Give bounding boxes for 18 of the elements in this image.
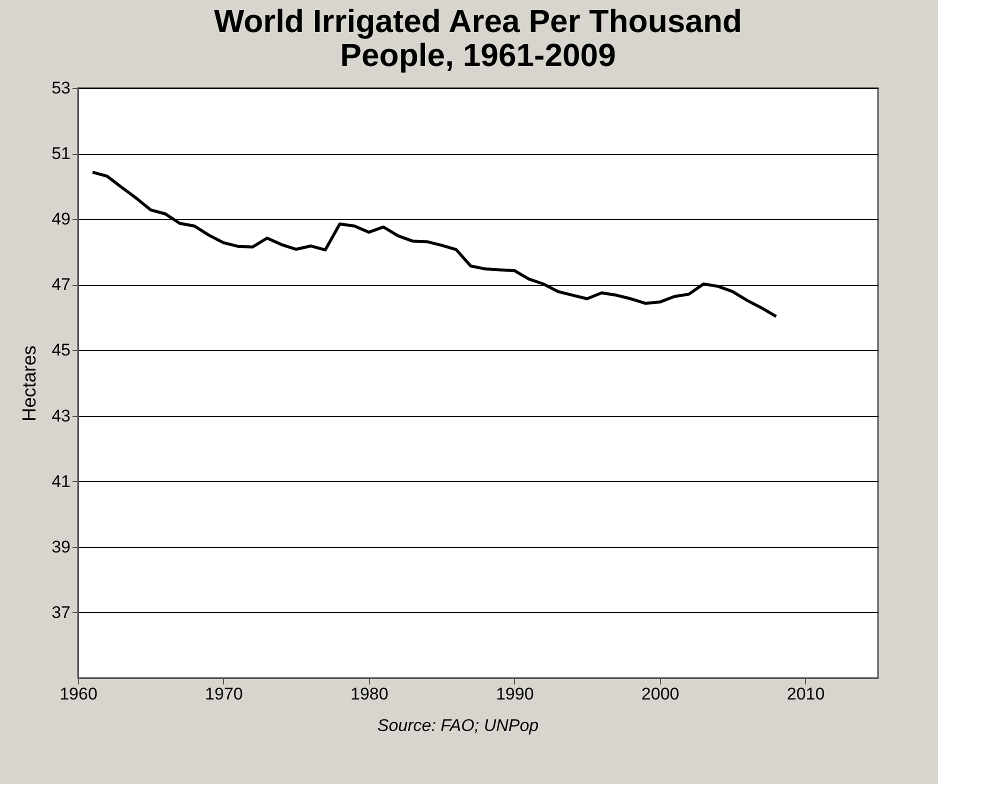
source-note: Source: FAO; UNPop bbox=[377, 716, 539, 735]
y-axis-title: Hectares bbox=[20, 345, 41, 422]
y-tick-label: 41 bbox=[52, 472, 70, 491]
x-tick-label: 2010 bbox=[786, 684, 825, 704]
chart-title: World Irrigated Area Per Thousand People, 1961-2009 bbox=[214, 3, 742, 73]
x-tick-label: 2000 bbox=[641, 684, 680, 704]
x-tick-label: 1980 bbox=[350, 684, 388, 704]
x-tick-label: 1960 bbox=[60, 684, 98, 704]
x-tick-label: 1990 bbox=[496, 684, 534, 704]
y-tick-label: 47 bbox=[52, 275, 70, 294]
y-tick-label: 51 bbox=[52, 144, 70, 164]
y-tick-label: 53 bbox=[52, 78, 70, 98]
y-tick-label: 39 bbox=[52, 537, 70, 556]
x-tick-label: 1970 bbox=[205, 684, 243, 704]
y-tick-label: 45 bbox=[52, 340, 70, 360]
y-tick-label: 37 bbox=[52, 602, 70, 622]
y-tick-label: 49 bbox=[52, 210, 70, 229]
y-tick-label: 43 bbox=[52, 406, 70, 426]
